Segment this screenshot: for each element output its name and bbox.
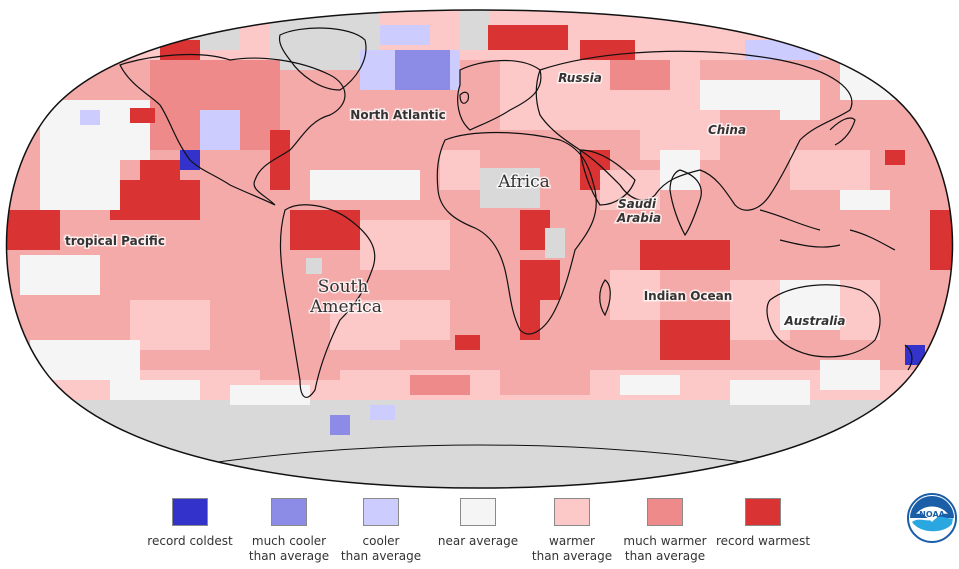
legend-item-6: record warmest xyxy=(703,498,823,549)
svg-text:NOAA: NOAA xyxy=(919,510,945,519)
legend-label: much cooler than average xyxy=(248,534,330,563)
label-tropical-pacific: tropical Pacific xyxy=(65,234,165,248)
coastlines xyxy=(119,27,913,398)
label-arabia: Arabia xyxy=(616,211,661,225)
label-indian-ocean: Indian Ocean xyxy=(644,289,733,303)
legend-swatch xyxy=(745,498,781,526)
label-china: China xyxy=(708,123,746,137)
legend-label: much warmer than average xyxy=(623,534,707,563)
legend-item-5: much warmer than average xyxy=(605,498,725,564)
world-temperature-percentile-map: North Atlantic Russia China Africa Saudi… xyxy=(5,9,954,489)
legend-swatch xyxy=(363,498,399,526)
region-labels: North Atlantic Russia China Africa Saudi… xyxy=(64,70,847,330)
label-north-atlantic: North Atlantic xyxy=(350,108,445,122)
legend-item-3: near average xyxy=(418,498,538,549)
label-russia: Russia xyxy=(558,71,602,85)
legend: record coldest much cooler than average coo… xyxy=(0,498,959,569)
legend-item-0: record coldest xyxy=(130,498,250,549)
legend-swatch xyxy=(647,498,683,526)
label-america: America xyxy=(309,297,382,317)
legend-swatch xyxy=(554,498,590,526)
noaa-logo: NOAA xyxy=(906,492,958,544)
label-south: South xyxy=(318,277,369,297)
label-saudi: Saudi xyxy=(618,197,657,211)
legend-label: record warmest xyxy=(715,534,811,548)
legend-item-4: warmer than average xyxy=(512,498,632,564)
label-australia: Australia xyxy=(783,314,845,328)
legend-item-2: cooler than average xyxy=(321,498,441,564)
legend-label: cooler than average xyxy=(340,534,422,563)
label-africa: Africa xyxy=(497,172,550,192)
legend-label: record coldest xyxy=(147,534,233,548)
legend-label: warmer than average xyxy=(531,534,613,563)
legend-swatch xyxy=(460,498,496,526)
noaa-seal-icon: NOAA xyxy=(907,493,957,543)
map-svg: North Atlantic Russia China Africa Saudi… xyxy=(5,9,954,489)
legend-swatch xyxy=(172,498,208,526)
globe-outline xyxy=(5,9,954,489)
legend-item-1: much cooler than average xyxy=(229,498,349,564)
legend-label: near average xyxy=(437,534,519,548)
legend-swatch xyxy=(271,498,307,526)
